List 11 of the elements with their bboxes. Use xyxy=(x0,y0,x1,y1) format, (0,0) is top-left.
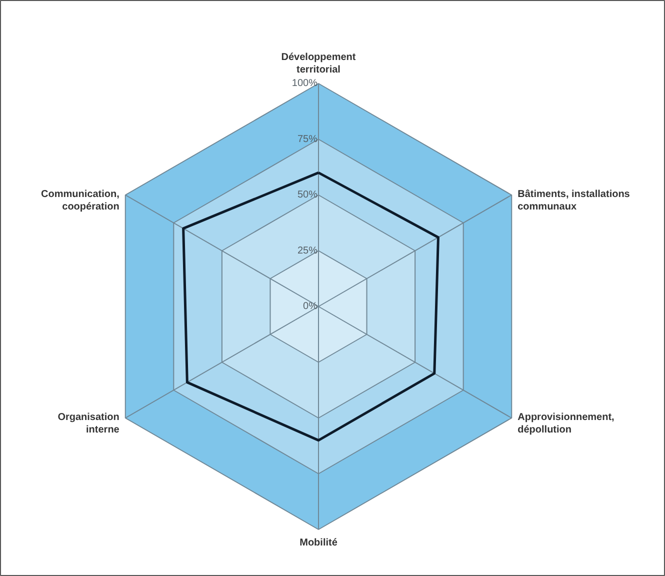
y-tick-label: 50% xyxy=(297,190,318,200)
spoke-label: Bâtiments, installations communaux xyxy=(518,189,630,213)
spoke-label: Communication, coopération xyxy=(41,189,120,213)
spoke-label: Développement territorial xyxy=(281,52,356,76)
spoke-label: Approvisionnement, dépollution xyxy=(518,412,615,436)
spoke-label: Organisation interne xyxy=(58,412,120,436)
y-tick-label: 100% xyxy=(292,78,318,89)
y-tick-label: 25% xyxy=(297,245,318,256)
y-tick-label: 0% xyxy=(303,301,318,312)
y-tick-label: 75% xyxy=(297,134,318,145)
spoke-label: Mobilité xyxy=(300,538,338,548)
